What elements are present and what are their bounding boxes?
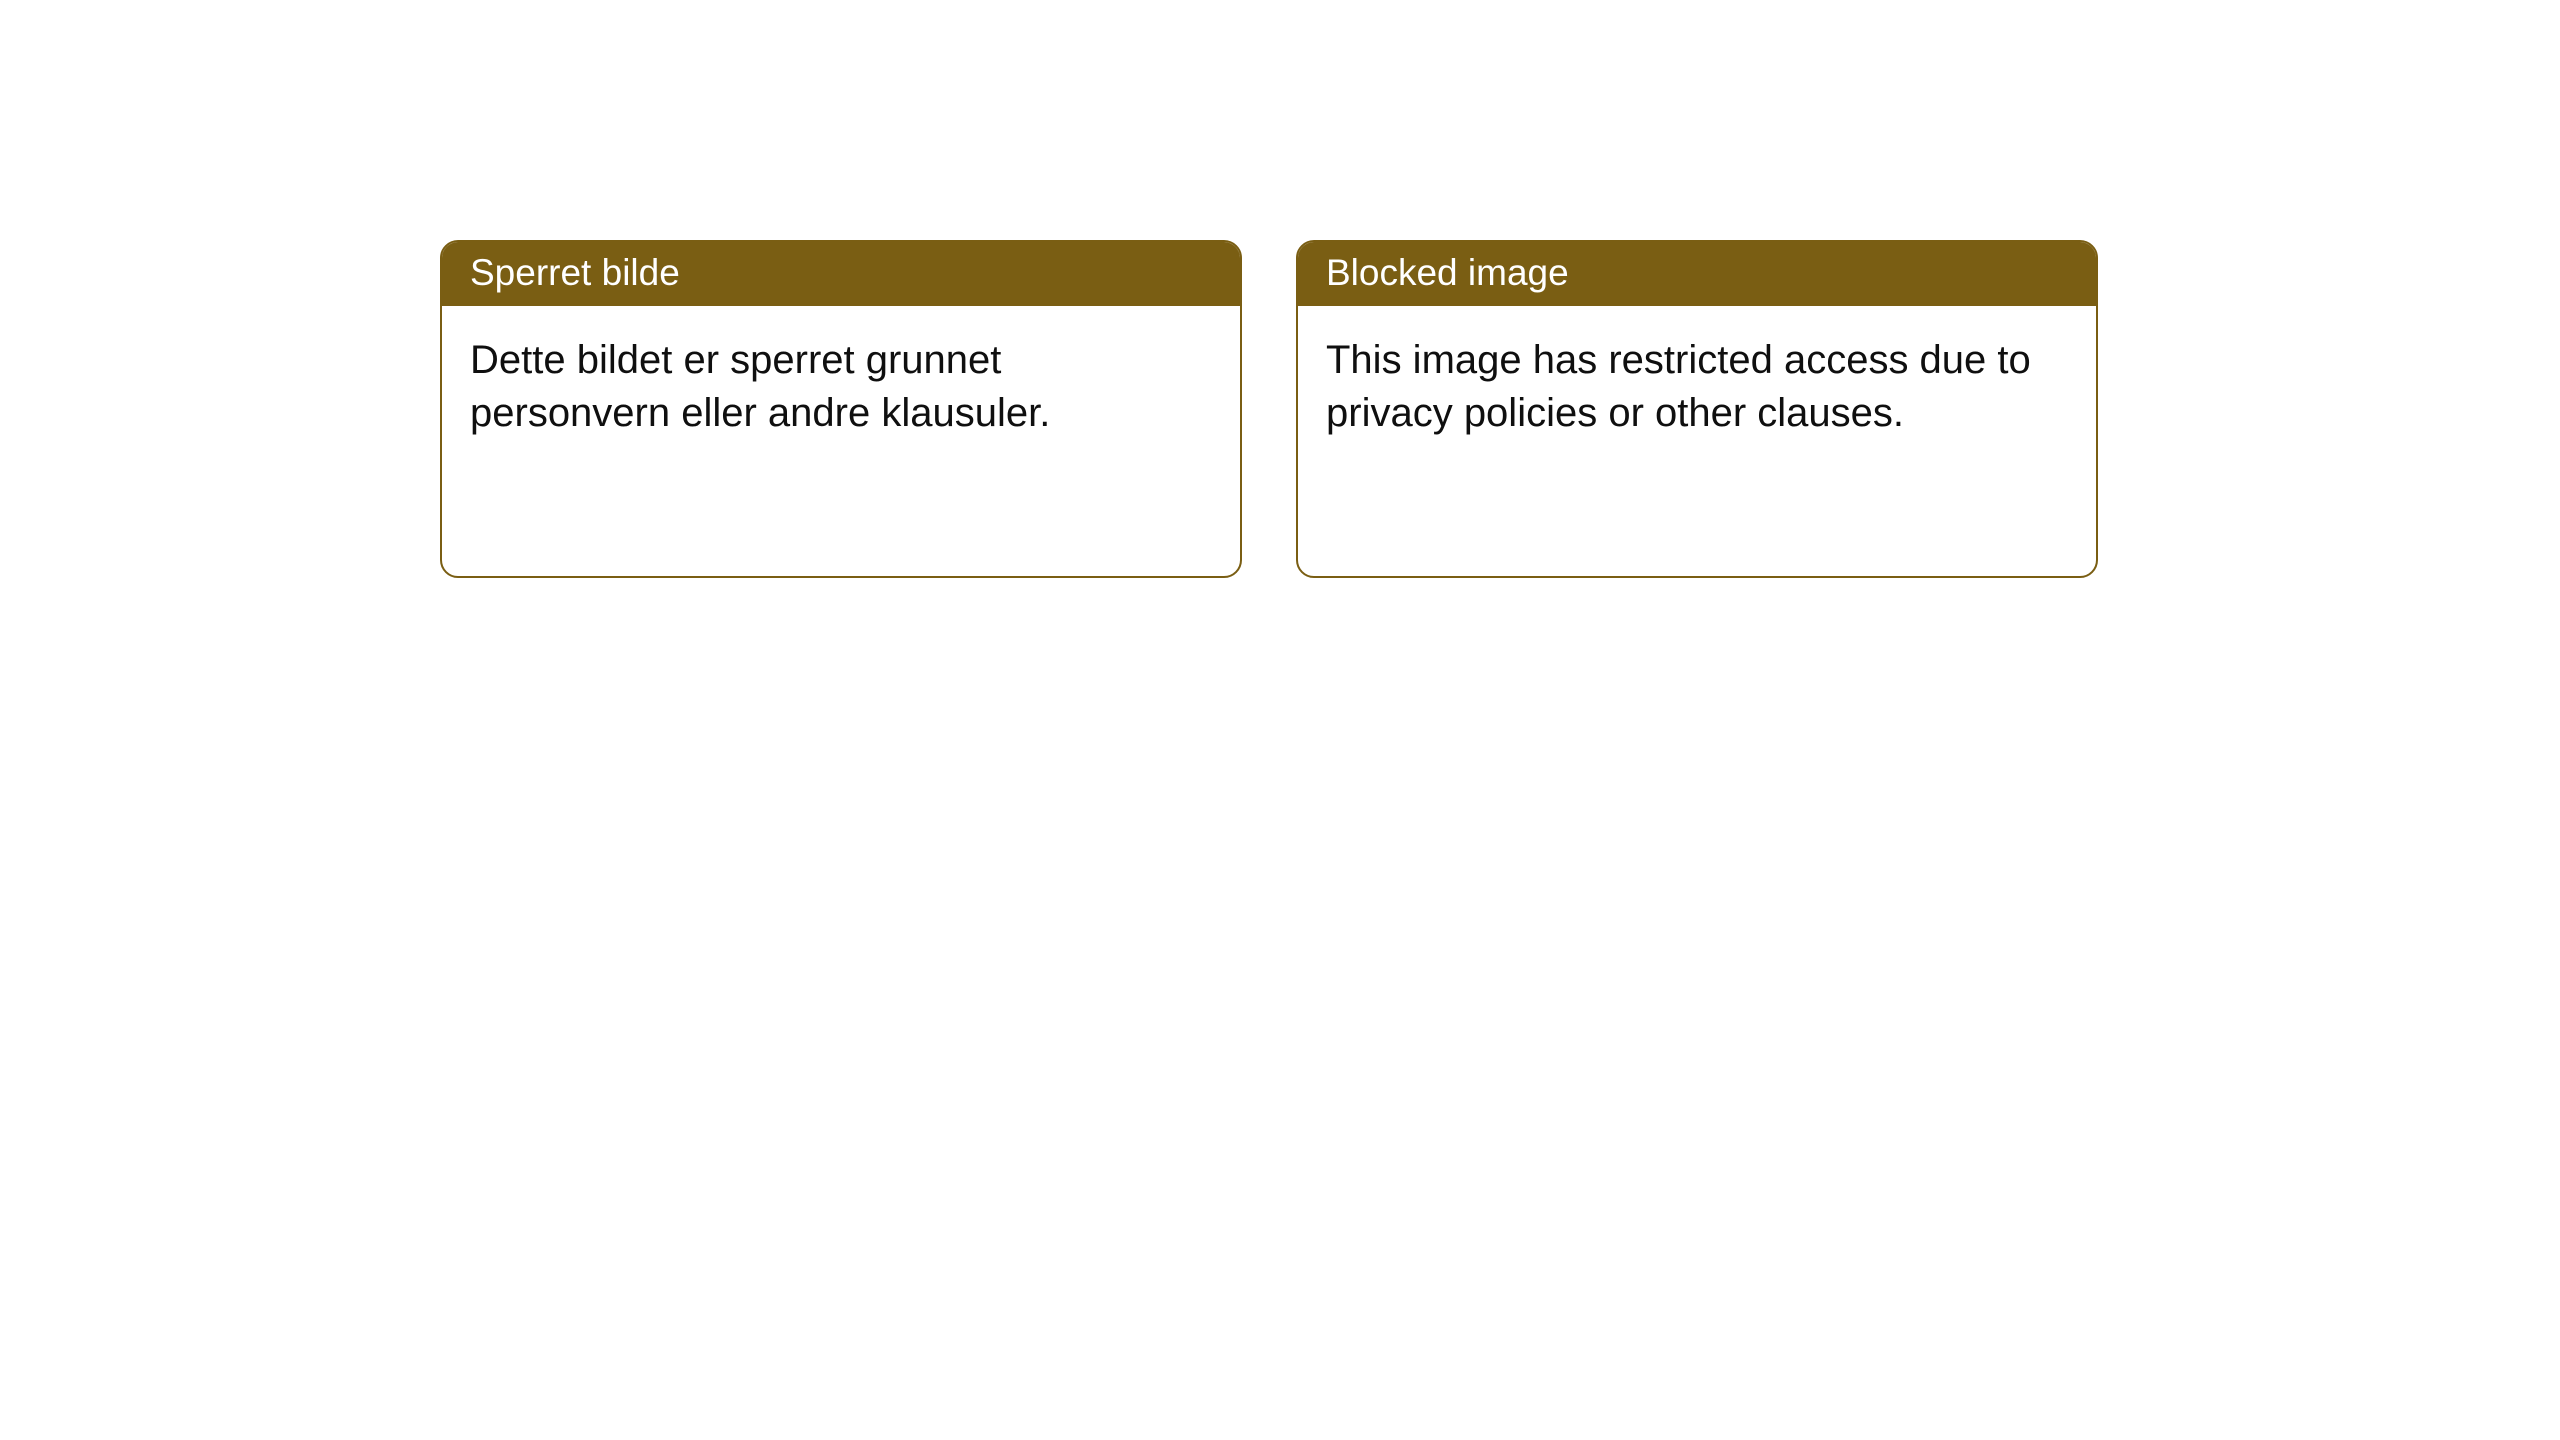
- notice-body: This image has restricted access due to …: [1298, 306, 2096, 576]
- notice-card-english: Blocked image This image has restricted …: [1296, 240, 2098, 578]
- notice-title: Blocked image: [1298, 242, 2096, 306]
- notice-container: Sperret bilde Dette bildet er sperret gr…: [0, 0, 2560, 578]
- notice-body: Dette bildet er sperret grunnet personve…: [442, 306, 1240, 576]
- notice-card-norwegian: Sperret bilde Dette bildet er sperret gr…: [440, 240, 1242, 578]
- notice-title: Sperret bilde: [442, 242, 1240, 306]
